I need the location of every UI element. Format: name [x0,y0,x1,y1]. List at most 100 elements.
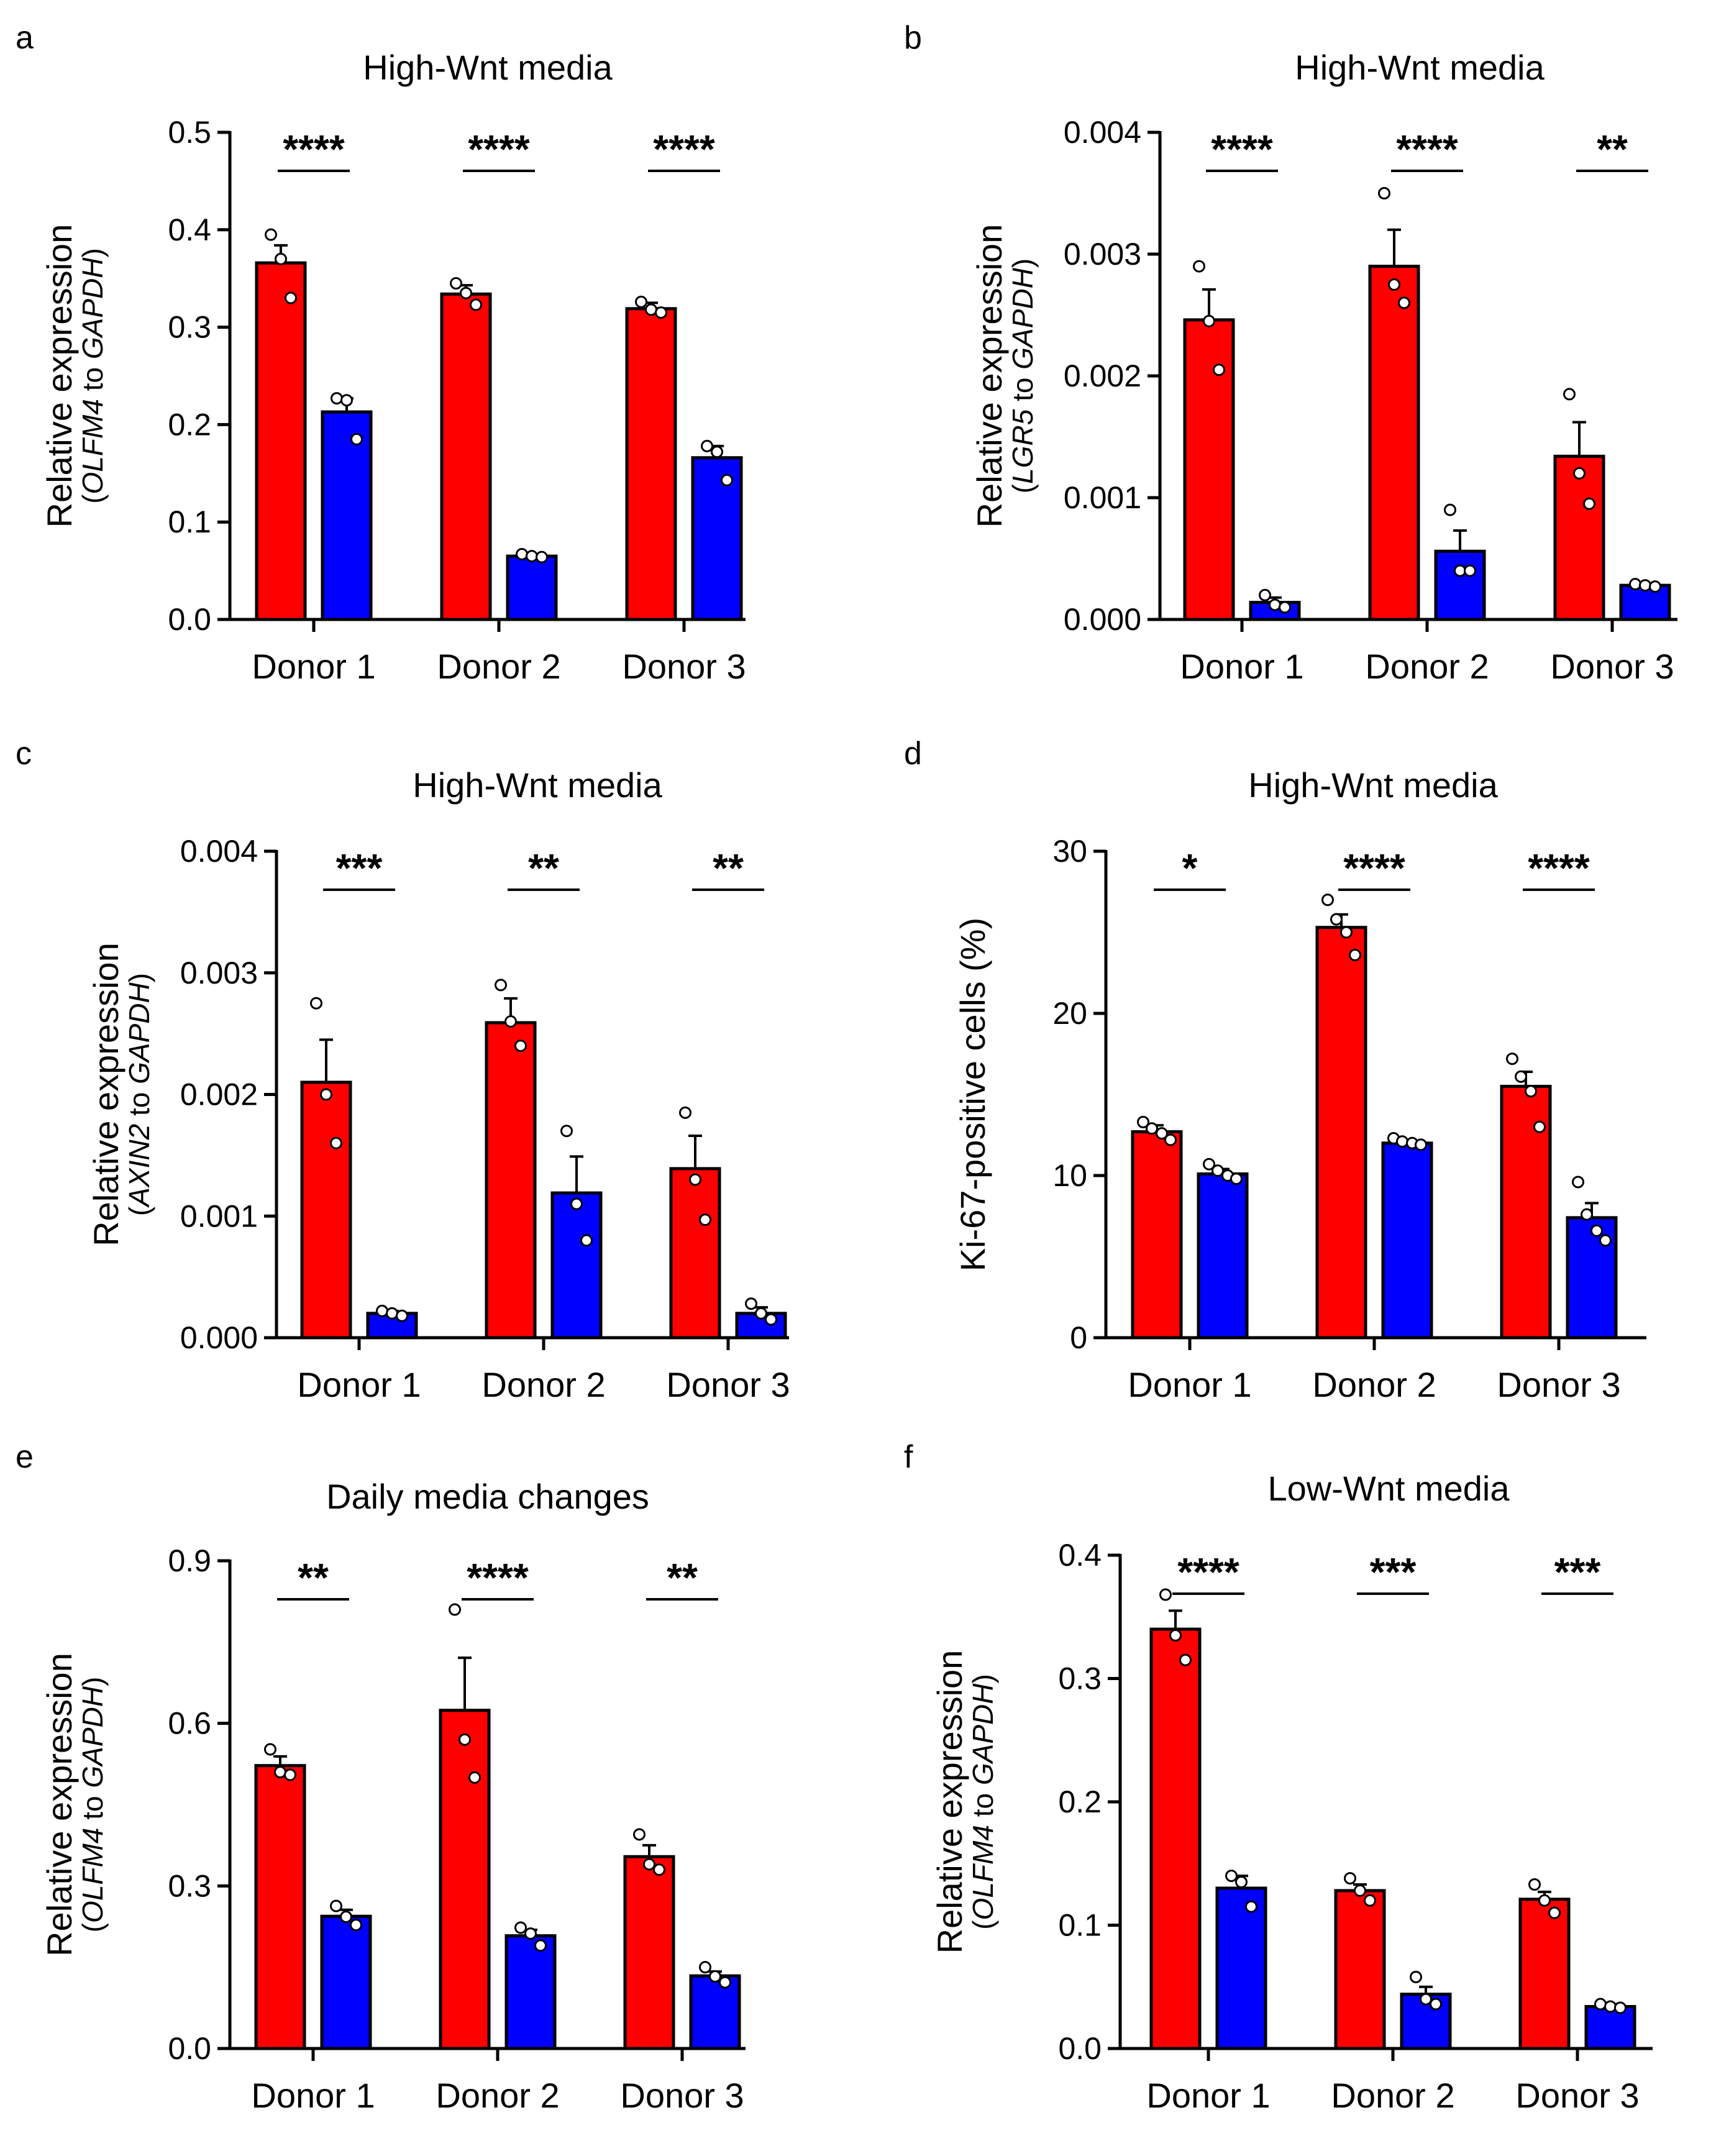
data-point [1533,1120,1546,1133]
data-point [1454,564,1466,577]
gene-name: GAPDH [76,257,109,359]
bar-blue [1400,1993,1452,2050]
significance-stars: * [1182,846,1198,890]
data-point [701,439,713,452]
y-tick-label: 0.5 [168,115,211,150]
y-axis-label: Relative expression [40,1653,79,1957]
data-point [386,1307,398,1320]
significance-stars: ** [667,1555,698,1600]
y-tick-label: 0.003 [180,956,258,990]
data-point [514,1921,527,1934]
data-point [265,228,277,241]
data-point [1639,579,1651,592]
bar-red [1368,265,1420,621]
bar-blue [1381,1141,1433,1340]
y-axis-sublabel: (AXIN2 to GAPDH) [123,973,155,1216]
data-point [524,1927,537,1940]
y-tick-label: 0.001 [1064,480,1141,515]
significance-stars: ** [298,1555,329,1600]
y-tick-label: 0.6 [168,1706,211,1741]
y-tick-label: 0.004 [180,834,258,869]
panel-letter: d [904,736,922,772]
gene-name: OLFM4 [967,1825,999,1920]
data-point [580,1234,593,1247]
data-point [570,1197,583,1210]
bar-red [1553,454,1605,621]
significance-stars: **** [1211,127,1273,171]
bar-blue [1215,1886,1267,2050]
data-point [633,1828,646,1841]
label-text: ) [123,973,155,982]
y-tick-label: 0.3 [168,1868,211,1903]
y-tick-label: 0.0 [1058,2031,1102,2066]
bar-red [440,292,492,621]
y-tick-label: 0.9 [168,1543,211,1578]
bar-blue [689,1974,741,2050]
bar-red [625,307,677,621]
y-axis-label: Relative expression [930,1650,969,1954]
significance-stars: *** [1554,1550,1601,1594]
y-tick-label: 20 [1052,996,1087,1031]
data-point [1213,363,1225,377]
data-point [1581,1208,1593,1221]
y-tick-label: 0.1 [1058,1908,1102,1943]
label-text: to [76,1788,109,1828]
bar-blue [1434,549,1486,621]
label-text: ) [76,1677,109,1686]
data-point [1528,1878,1541,1891]
data-point [514,1039,527,1053]
data-point [1649,580,1661,593]
data-point [1430,1998,1442,2011]
gene-name: OLFM4 [76,399,109,494]
data-point [645,303,657,316]
y-axis-label: Ki-67-positive cells (%) [953,918,992,1272]
significance-stars: **** [283,127,345,171]
chart-panel-c: c High-Wnt media 0.000 0.001 0.002 0.003 0.004… [16,736,790,1404]
data-point [1573,467,1586,480]
data-point [1506,1053,1518,1066]
data-point [755,1307,767,1320]
data-point [1330,913,1343,926]
data-point [1193,260,1205,273]
y-tick-label: 0.4 [168,212,211,247]
data-point [1164,1133,1177,1146]
data-point [264,1743,276,1756]
gene-name: AXIN2 [123,1124,155,1208]
data-point [459,1733,471,1746]
data-point [699,1961,711,1974]
panel-letter: c [16,736,32,772]
x-tick-label: Donor 2 [437,647,560,686]
chart-title: Daily media changes [326,1477,649,1516]
bar-blue [506,554,558,621]
data-point [765,1313,777,1326]
x-tick-label: Donor 1 [297,1365,421,1404]
x-tick-label: Donor 3 [620,2076,744,2115]
y-tick-label: 0.002 [1064,359,1141,393]
data-point [340,394,353,407]
data-point [1137,1115,1149,1128]
x-tick-label: Donor 1 [251,2076,375,2115]
y-axis-sublabel: (OLFM4 to GAPDH) [967,1674,999,1930]
chart-panel-b: b High-Wnt media 0.000 0.001 0.002 0.003 0.004… [904,20,1677,686]
data-point [536,550,548,564]
panel-letter: e [16,1439,34,1475]
chart-title: Low-Wnt media [1267,1469,1510,1508]
significance-stars: *** [1370,1550,1417,1594]
y-axis-sublabel: (OLFM4 to GAPDH) [76,248,109,504]
data-point [560,1125,573,1138]
chart-title: High-Wnt media [363,48,613,87]
chart-panel-e: e Daily media changes 0.0 0.3 0.6 0.9 Relative… [16,1439,746,2115]
data-point [1269,598,1281,611]
data-point [1259,588,1271,601]
data-point [1203,1158,1215,1171]
data-point [1159,1588,1172,1601]
significance-stars: **** [1343,846,1405,890]
data-point [1548,1906,1561,1919]
chart-panel-d: d High-Wnt media 0 10 20 30 Ki-67-positive cel… [904,736,1646,1404]
data-point [331,392,343,405]
gene-name: GAPDH [1006,267,1039,369]
significance-stars: **** [468,127,530,171]
data-point [320,1088,332,1101]
x-tick-label: Donor 3 [1550,647,1674,686]
